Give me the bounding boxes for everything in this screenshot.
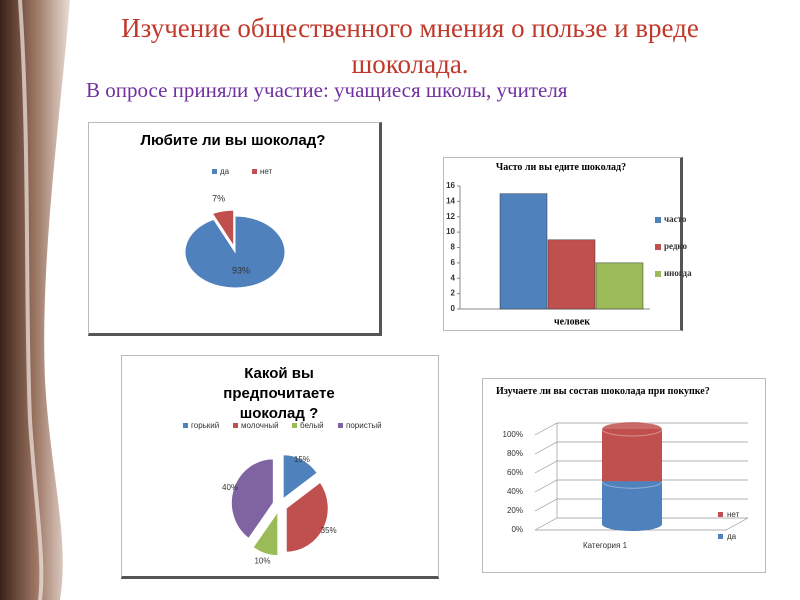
legend-label: горький	[191, 421, 219, 430]
legend-swatch	[655, 244, 661, 250]
y-tick-label: 6	[451, 258, 456, 267]
bar	[602, 481, 662, 524]
x-tick-label: Категория 1	[583, 541, 628, 550]
y-tick-label: 100%	[503, 430, 523, 439]
bar	[547, 239, 596, 310]
chart-title: Какой вы предпочитаете шоколад ?	[223, 365, 335, 422]
y-tick-label: 2	[451, 289, 456, 298]
legend-swatch	[292, 423, 297, 428]
pie-slice	[184, 215, 286, 289]
legend-swatch	[655, 217, 661, 223]
legend-label: молочный	[241, 421, 279, 430]
legend-label: белый	[300, 421, 324, 430]
legend-label: да	[220, 167, 230, 176]
pie-slice	[252, 510, 279, 557]
legend-label: пористый	[346, 421, 382, 430]
pie-slice	[230, 458, 274, 540]
y-tick-label: 16	[446, 181, 455, 190]
bar	[595, 262, 644, 310]
y-tick-label: 80%	[507, 449, 523, 458]
legend-swatch	[252, 169, 257, 174]
legend-swatch	[655, 271, 661, 277]
bar	[602, 429, 662, 482]
legend-label: редко	[664, 241, 688, 251]
data-label: 15%	[294, 455, 310, 464]
chart-title: Изучаете ли вы состав шоколада при покуп…	[496, 386, 710, 397]
legend-label: иногда	[664, 268, 692, 278]
pie-slice	[282, 454, 318, 500]
y-tick-label: 12	[446, 212, 455, 221]
y-tick-label: 8	[451, 243, 456, 252]
y-tick-label: 10	[446, 227, 455, 236]
legend-swatch	[233, 423, 238, 428]
x-tick-label: человек	[554, 316, 590, 327]
legend-swatch	[338, 423, 343, 428]
y-tick-label: 60%	[507, 468, 523, 477]
pie-slice	[211, 209, 235, 248]
chart-title: Любите ли вы шоколад?	[140, 132, 326, 149]
floor	[535, 517, 749, 531]
pie-slice	[285, 481, 329, 553]
cylinder-top	[601, 421, 663, 437]
y-tick-label: 14	[446, 196, 455, 205]
y-tick-label: 0	[451, 304, 456, 313]
y-tick-label: 4	[451, 273, 456, 282]
bar	[499, 193, 548, 310]
legend-label: нет	[260, 167, 273, 176]
data-label: 35%	[321, 526, 337, 535]
y-tick-label: 0%	[511, 525, 523, 534]
y-tick-label: 40%	[507, 487, 523, 496]
data-label: 10%	[254, 557, 270, 566]
legend-label: нет	[727, 510, 740, 519]
y-tick-label: 20%	[507, 506, 523, 515]
legend-swatch	[718, 534, 723, 539]
data-label: 7%	[212, 194, 225, 204]
legend-label: да	[727, 532, 737, 541]
slide-title: Изучение общественного мнения о пользе и…	[121, 13, 699, 79]
data-label: 40%	[222, 483, 238, 492]
legend-swatch	[183, 423, 188, 428]
slide-subtitle: В опросе приняли участие: учащиеся школы…	[86, 78, 568, 102]
legend-swatch	[212, 169, 217, 174]
legend-swatch	[718, 512, 723, 517]
legend-label: часто	[664, 214, 687, 224]
chart-title: Часто ли вы едите шоколад?	[495, 162, 627, 173]
data-label: 93%	[232, 266, 250, 276]
chart-panel	[121, 355, 439, 579]
